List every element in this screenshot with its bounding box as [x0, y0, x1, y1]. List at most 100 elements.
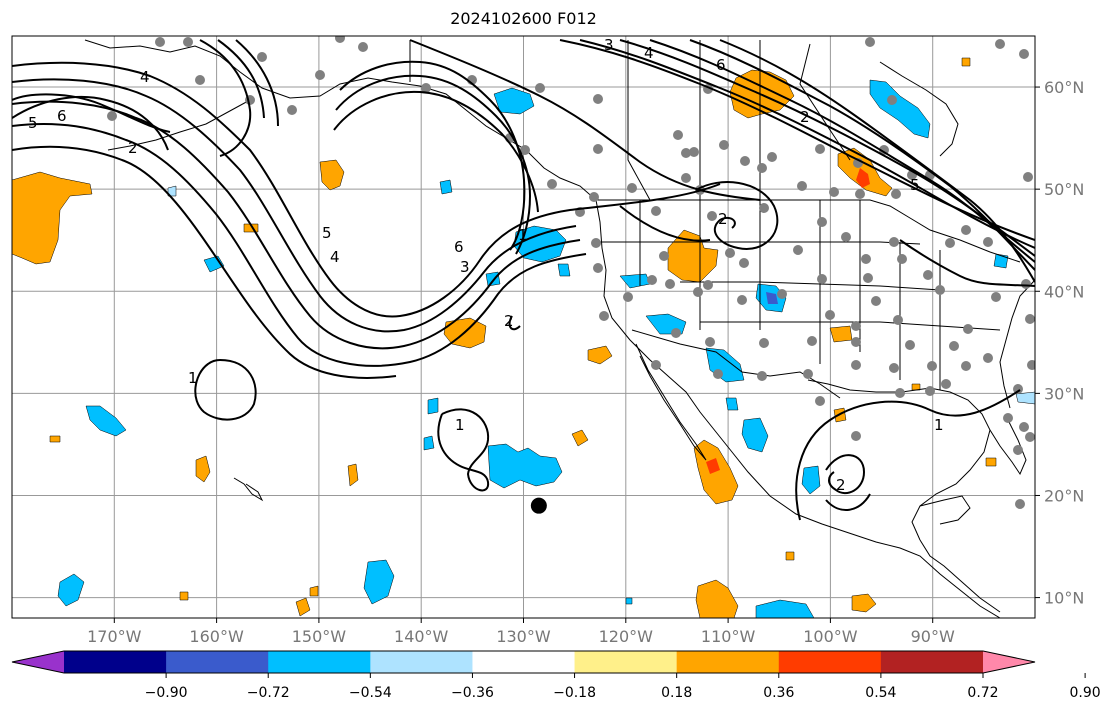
station-dot — [757, 163, 767, 173]
colorbar-over-arrow — [983, 651, 1035, 673]
station-dot — [1013, 384, 1023, 394]
lon-tick-label: 130°W — [496, 627, 551, 646]
shaded-area — [725, 397, 739, 411]
contour-label: 5 — [28, 114, 38, 132]
shaded-area — [179, 591, 189, 601]
lon-tick-label: 100°W — [803, 627, 858, 646]
contour-label: 1 — [455, 416, 465, 434]
station-dot — [1025, 314, 1035, 324]
shaded-area — [557, 263, 571, 277]
colorbar-segment — [472, 651, 576, 673]
colorbar-label: −0.90 — [145, 685, 188, 701]
station-dot — [335, 36, 345, 43]
contour-line — [194, 359, 257, 421]
shaded-area — [856, 168, 870, 188]
station-dot — [195, 75, 205, 85]
contour-label: 4 — [140, 68, 150, 86]
station-dot — [895, 388, 905, 398]
shaded-area — [829, 325, 853, 343]
lat-tick-label: 50°N — [1044, 180, 1084, 199]
contour-label: 2 — [504, 312, 514, 330]
canada-us-border — [596, 199, 1021, 263]
lat-tick-label: 60°N — [1044, 78, 1084, 97]
colorbar-segment — [880, 651, 984, 673]
station-dot — [593, 94, 603, 104]
station-dot — [803, 369, 813, 379]
colorbar-segment — [64, 651, 167, 673]
station-dot — [651, 360, 661, 370]
station-dot — [797, 181, 807, 191]
station-dot — [889, 237, 899, 247]
shaded-area — [625, 597, 633, 605]
station-dot — [547, 179, 557, 189]
contour-line — [719, 39, 1035, 283]
contour-line — [199, 39, 252, 157]
station-dot — [861, 254, 871, 264]
station-dot — [927, 361, 937, 371]
longitude-axis: 170°W 160°W 150°W 140°W 130°W 120°W 110°W 100°W… — [87, 618, 955, 646]
station-dot — [725, 248, 735, 258]
station-dot — [659, 251, 669, 261]
contour-line — [12, 78, 577, 333]
colorbar-label: −0.54 — [349, 685, 392, 701]
contour-label: 6 — [57, 107, 67, 125]
station-dot — [647, 275, 657, 285]
station-dot — [707, 211, 717, 221]
contour-line — [339, 60, 526, 251]
shaded-area — [571, 429, 589, 447]
shaded-area — [667, 229, 719, 283]
contour-labels: 6 5 4 2 1 5 4 6 3 1 2 1 3 4 6 2 2 5 2 1 — [28, 36, 944, 494]
contour-line — [335, 74, 532, 255]
station-dot — [705, 337, 715, 347]
colorbar-label: −0.18 — [553, 685, 596, 701]
latitude-axis: 10°N 20°N 30°N 40°N 50°N 60°N — [1035, 78, 1084, 608]
station-dot — [935, 285, 945, 295]
station-dot — [287, 105, 297, 115]
contour-line — [437, 408, 490, 492]
shaded-area — [801, 465, 821, 495]
station-dot — [693, 287, 703, 297]
station-dot — [871, 296, 881, 306]
contour-label: 6 — [716, 56, 726, 74]
colorbar-segment — [574, 651, 678, 673]
station-dot — [891, 189, 901, 199]
shaded-area — [487, 443, 563, 489]
contour-label: 1 — [934, 416, 944, 434]
contour-label: 2 — [718, 210, 728, 228]
station-dot — [777, 289, 787, 299]
station-dot — [1019, 422, 1029, 432]
station-dot — [923, 270, 933, 280]
station-dot — [665, 279, 675, 289]
station-dot — [358, 42, 368, 52]
station-dot — [739, 258, 749, 268]
contour-label: 3 — [460, 258, 470, 276]
station-dot — [257, 52, 267, 62]
station-dot — [1015, 499, 1025, 509]
shaded-area — [439, 179, 453, 195]
us-mexico-border — [631, 329, 841, 399]
station-dot — [1027, 360, 1035, 370]
station-dot — [591, 238, 601, 248]
shaded-area — [347, 463, 359, 487]
station-dot — [589, 192, 599, 202]
colorbar-label: 0.18 — [661, 685, 692, 701]
lon-tick-label: 90°W — [911, 627, 955, 646]
contour-line — [333, 90, 539, 213]
station-dot — [757, 371, 767, 381]
station-dot — [599, 311, 609, 321]
contour-line — [579, 39, 1035, 249]
contour-label: 2 — [128, 139, 138, 157]
colorbar-label: 0.54 — [865, 685, 896, 701]
station-dot — [851, 321, 861, 331]
contour-label: 2 — [800, 108, 810, 126]
station-dot — [673, 130, 683, 140]
colorbar-segment — [268, 651, 371, 673]
hudson-bay — [879, 61, 959, 157]
station-dot — [961, 225, 971, 235]
lon-tick-label: 150°W — [292, 627, 347, 646]
station-dot — [925, 386, 935, 396]
station-dot — [905, 340, 915, 350]
hawaii — [233, 477, 264, 502]
shaded-area — [295, 597, 311, 617]
station-dot — [713, 369, 723, 379]
